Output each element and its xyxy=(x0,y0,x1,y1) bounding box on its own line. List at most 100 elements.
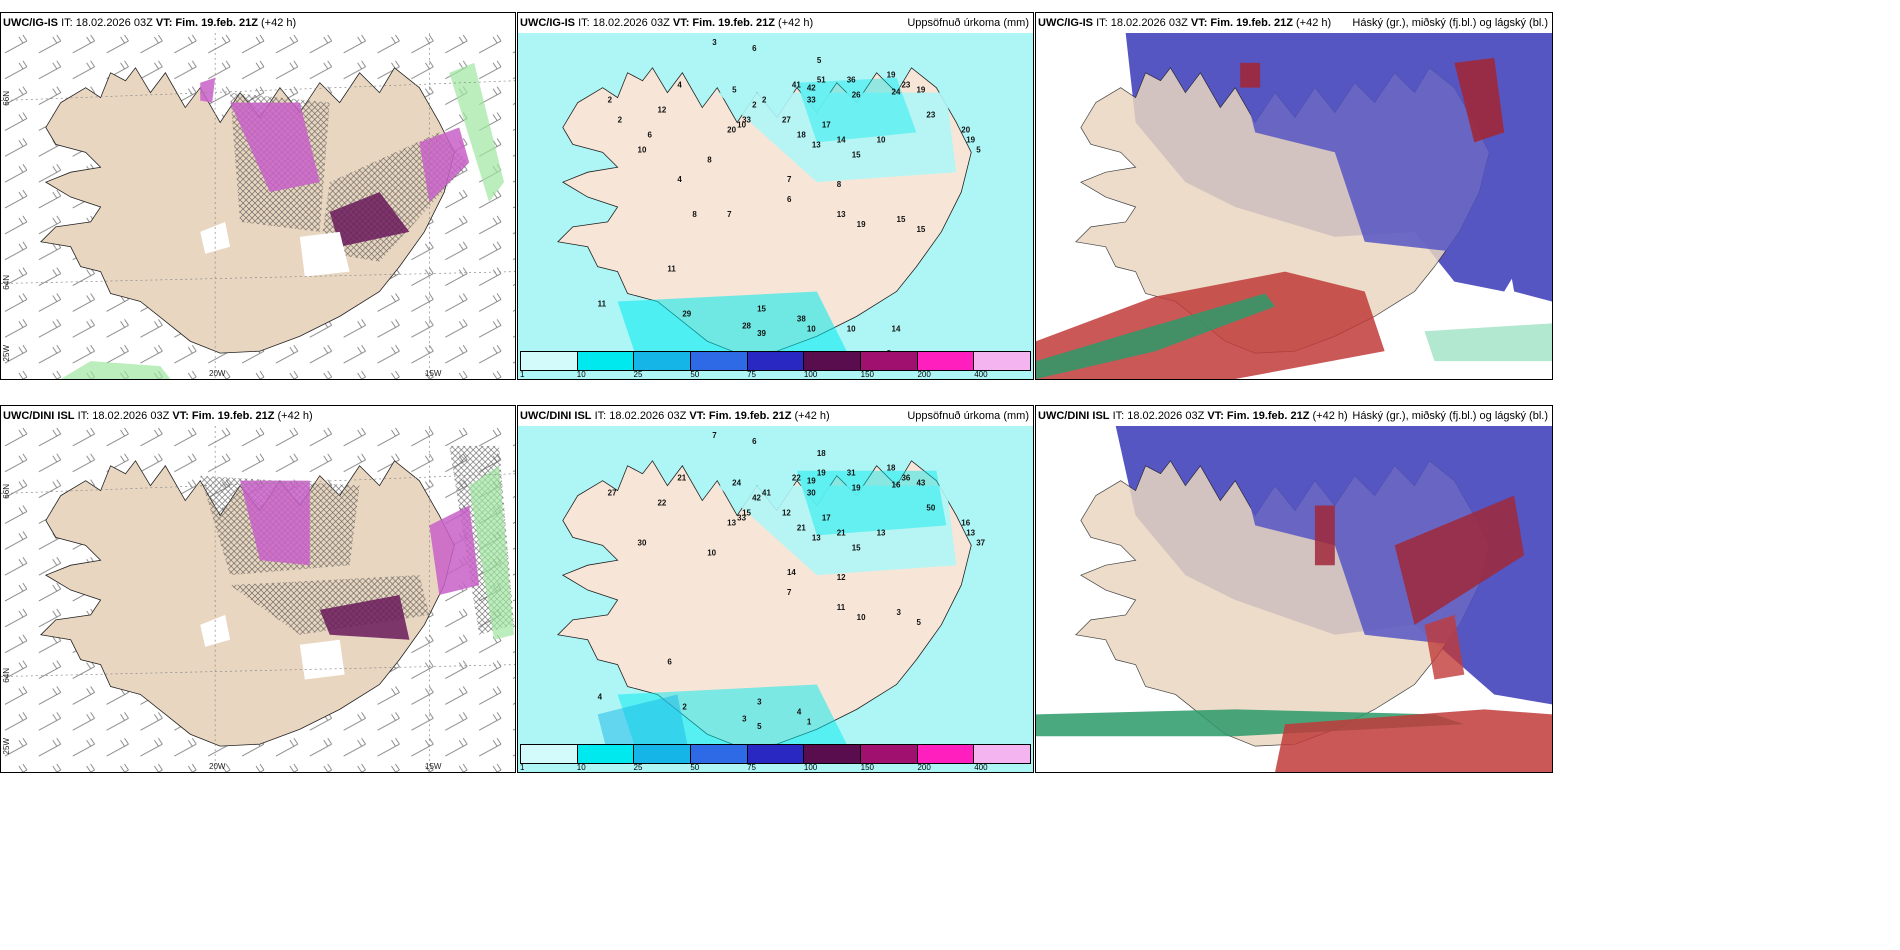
precip-value: 2 xyxy=(762,96,767,105)
precip-value: 5 xyxy=(732,86,737,95)
colorbar-swatch xyxy=(861,352,918,370)
lead-time: (+42 h) xyxy=(1296,17,1332,29)
precip-value: 8 xyxy=(692,210,697,219)
init-time: IT: 18.02.2026 03Z xyxy=(1096,17,1188,29)
valid-label: VT: xyxy=(672,17,690,29)
valid-label: VT: xyxy=(1190,17,1208,29)
colorbar-tick-label: 150 xyxy=(860,763,875,772)
model-name: UWC/IG-IS xyxy=(3,17,58,29)
field-title: Háský (gr.), miðský (fj.bl.) og lágský (… xyxy=(1352,410,1548,422)
precip-value: 21 xyxy=(797,523,806,532)
lead-time: (+42 h) xyxy=(778,17,814,29)
precip-value: 7 xyxy=(787,175,792,184)
precip-value: 19 xyxy=(966,135,975,144)
lead-time: (+42 h) xyxy=(261,17,297,29)
colorbar-swatch xyxy=(691,745,748,763)
precip-value: 8 xyxy=(837,180,842,189)
precip-value: 18 xyxy=(817,449,826,458)
cloud-map[interactable] xyxy=(1036,426,1552,772)
valid-time: Fim. 19.feb. 21Z xyxy=(708,410,792,422)
precip-value: 6 xyxy=(752,44,757,53)
precip-value: 14 xyxy=(892,324,901,333)
precip-value: 5 xyxy=(916,618,921,627)
precip-value: 6 xyxy=(787,195,792,204)
colorbar-tick-label: 1 xyxy=(520,370,525,379)
colorbar-swatch xyxy=(521,745,578,763)
colorbar-tick-label: 75 xyxy=(747,763,757,772)
precip-value: 51 xyxy=(817,76,826,85)
colorbar-tick-label: 400 xyxy=(974,370,988,379)
precip-value: 6 xyxy=(752,437,757,446)
lon-label-25: 25W xyxy=(2,738,11,755)
precip-panel-igis: UWC/IG-IS IT: 18.02.2026 03Z VT: Fim. 19… xyxy=(517,12,1034,380)
panel-header: UWC/DINI ISL IT: 18.02.2026 03Z VT: Fim.… xyxy=(518,406,1033,426)
precip-value: 29 xyxy=(682,309,691,318)
model-name: UWC/DINI ISL xyxy=(1038,410,1110,422)
precip-value: 17 xyxy=(822,120,831,129)
precip-value: 23 xyxy=(902,81,911,90)
lead-time: (+42 h) xyxy=(794,410,830,422)
precip-panel-dini: UWC/DINI ISL IT: 18.02.2026 03Z VT: Fim.… xyxy=(517,405,1034,773)
lat-label-64: 64N xyxy=(2,668,11,683)
precip-value: 13 xyxy=(812,533,821,542)
lon-label-25: 25W xyxy=(2,345,11,362)
precip-value: 21 xyxy=(677,474,686,483)
precip-value: 14 xyxy=(837,135,846,144)
precip-value: 50 xyxy=(926,504,935,513)
precip-value: 13 xyxy=(837,210,846,219)
init-time: IT: 18.02.2026 03Z xyxy=(594,410,687,422)
colorbar-tick-label: 100 xyxy=(803,763,818,772)
precip-value: 24 xyxy=(892,88,901,97)
precip-value: 22 xyxy=(657,499,666,508)
lon-label-15: 15W xyxy=(425,762,442,771)
colorbar-tick-label: 10 xyxy=(576,763,586,772)
precip-value: 22 xyxy=(792,474,801,483)
model-name: UWC/DINI ISL xyxy=(520,410,592,422)
precip-value: 16 xyxy=(961,518,970,527)
precip-value: 15 xyxy=(916,225,925,234)
colorbar-swatch xyxy=(521,352,578,370)
precip-value: 42 xyxy=(807,84,816,93)
precip-value: 15 xyxy=(897,215,906,224)
precip-value: 4 xyxy=(677,81,682,90)
precip-value: 4 xyxy=(797,707,802,716)
colorbar-swatch xyxy=(974,352,1031,370)
precip-map[interactable]: 3 6 5 4 5 12 10 2 2 2 41 42 33 51 36 26 19 24 23 19 33 20 27 18… xyxy=(518,33,1033,379)
precip-value: 11 xyxy=(837,603,846,612)
wind-panel-dini: UWC/DINI ISL IT: 18.02.2026 03Z VT: Fim.… xyxy=(0,405,516,773)
field-title: Uppsöfnuð úrkoma (mm) xyxy=(907,410,1029,422)
precip-value: 36 xyxy=(847,76,856,85)
colorbar-tick-label: 50 xyxy=(690,370,700,379)
lat-label-66: 66N xyxy=(2,484,11,499)
precip-map[interactable]: 7 6 18 21 24 22 33 42 41 27 22 19 30 19 31 19 18 16 36 43 15… xyxy=(518,426,1033,772)
precip-value: 5 xyxy=(757,722,762,731)
precip-value: 12 xyxy=(782,508,791,517)
colorbar-swatch xyxy=(974,745,1031,763)
wind-map[interactable] xyxy=(1,33,515,379)
precip-value: 6 xyxy=(647,130,652,139)
lead-time: (+42 h) xyxy=(1312,410,1348,422)
colorbar-swatch xyxy=(747,745,805,763)
precip-value: 10 xyxy=(857,613,866,622)
lat-label-64: 64N xyxy=(2,275,11,290)
precip-value: 10 xyxy=(877,135,886,144)
precip-value: 28 xyxy=(742,321,751,330)
precip-value: 7 xyxy=(727,210,732,219)
precip-value: 8 xyxy=(707,155,712,164)
precip-value: 37 xyxy=(976,538,985,547)
colorbar-swatch xyxy=(577,352,635,370)
precip-value: 23 xyxy=(926,111,935,120)
wind-map[interactable] xyxy=(1,426,515,772)
precip-value: 15 xyxy=(852,150,861,159)
precip-value: 13 xyxy=(812,140,821,149)
colorbar-ticks: 1 10 25 50 75 100 150 200 400 xyxy=(520,763,1031,772)
cloud-map[interactable] xyxy=(1036,33,1552,379)
wind-panel-igis: UWC/IG-IS IT: 18.02.2026 03Z VT: Fim. 19… xyxy=(0,12,516,380)
precip-value: 19 xyxy=(817,469,826,478)
precip-value: 17 xyxy=(822,513,831,522)
init-time: IT: 18.02.2026 03Z xyxy=(61,17,153,29)
panel-header: UWC/DINI ISL IT: 18.02.2026 03Z VT: Fim.… xyxy=(1,406,515,426)
cloud-panel-igis: UWC/IG-IS IT: 18.02.2026 03Z VT: Fim. 19… xyxy=(1035,12,1553,380)
precip-value: 1 xyxy=(807,717,812,726)
precip-value: 5 xyxy=(976,145,981,154)
